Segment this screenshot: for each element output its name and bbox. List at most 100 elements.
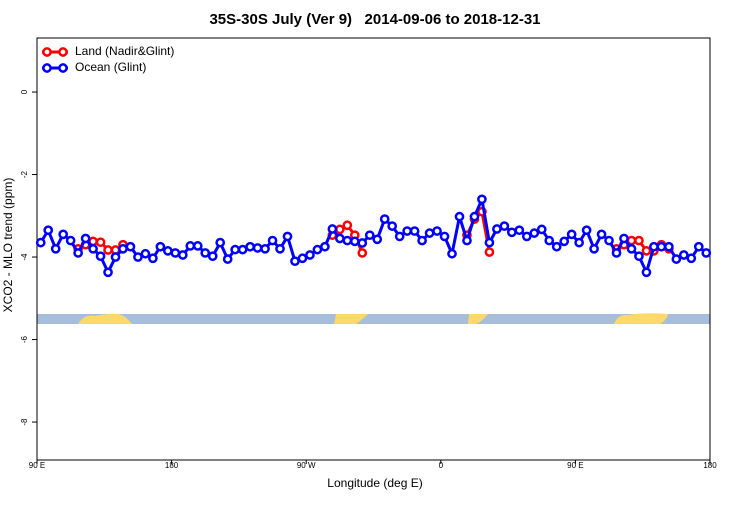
point <box>484 237 495 248</box>
point <box>50 243 61 254</box>
point <box>222 254 233 264</box>
point <box>177 250 188 260</box>
point <box>320 241 330 252</box>
point <box>252 243 263 253</box>
point <box>589 243 599 254</box>
point <box>148 253 158 264</box>
point <box>118 243 128 254</box>
y-tick-label: -4 <box>20 253 29 261</box>
point <box>499 221 510 231</box>
point <box>200 248 211 258</box>
point <box>95 237 106 248</box>
point <box>634 251 644 262</box>
point <box>103 267 113 278</box>
point <box>342 220 353 231</box>
y-tick-label: -6 <box>20 335 29 343</box>
point <box>185 241 196 251</box>
point <box>447 248 457 259</box>
x-tick-label: 90 E <box>567 461 583 470</box>
point <box>140 248 151 259</box>
plot-frame <box>36 37 711 461</box>
point <box>207 251 218 262</box>
point <box>65 235 76 246</box>
x-tick-label: 0 <box>439 461 444 470</box>
point <box>275 243 285 254</box>
point <box>245 241 255 252</box>
point <box>402 226 412 236</box>
point <box>335 224 345 235</box>
point <box>73 248 83 258</box>
point <box>701 248 712 258</box>
point <box>581 225 592 236</box>
point <box>35 237 46 248</box>
point <box>327 224 338 234</box>
point <box>536 224 547 235</box>
series <box>35 194 712 278</box>
land-patch <box>468 314 488 324</box>
chart-title: 35S-30S July (Ver 9) 2014-09-06 to 2018-… <box>209 11 540 28</box>
point <box>611 248 622 258</box>
legend-marker <box>42 63 52 73</box>
point <box>574 237 584 248</box>
point <box>477 194 487 205</box>
point <box>634 235 644 246</box>
point <box>469 211 480 222</box>
point <box>192 241 203 251</box>
point <box>80 233 91 244</box>
point <box>686 253 697 264</box>
point <box>529 228 540 238</box>
point <box>678 250 689 260</box>
land-patch <box>78 313 132 324</box>
point <box>641 267 652 278</box>
point <box>58 229 69 240</box>
point <box>155 241 166 252</box>
point <box>282 231 293 242</box>
point <box>559 236 570 247</box>
point <box>290 256 300 267</box>
point <box>357 248 368 258</box>
point <box>364 230 375 241</box>
point <box>649 241 659 252</box>
point <box>88 243 98 254</box>
point <box>163 246 173 256</box>
point <box>484 247 495 257</box>
point <box>566 229 577 240</box>
point <box>664 241 674 252</box>
point <box>619 233 629 244</box>
x-axis-label: Longitude (deg E) <box>327 476 422 490</box>
point <box>394 231 405 242</box>
point <box>521 231 532 242</box>
legend-label: Land (Nadir&Glint) <box>75 44 174 58</box>
point <box>379 214 390 224</box>
point <box>462 235 472 246</box>
point <box>349 236 360 247</box>
point <box>387 221 398 231</box>
point <box>95 251 106 262</box>
point <box>342 235 353 246</box>
point <box>335 233 345 244</box>
point <box>454 211 465 222</box>
point <box>230 244 241 255</box>
point <box>417 235 427 246</box>
point <box>439 231 450 242</box>
point <box>596 229 607 240</box>
legend-label: Ocean (Glint) <box>75 60 146 74</box>
point <box>656 241 667 252</box>
point <box>43 225 54 236</box>
point <box>492 224 502 234</box>
point <box>693 241 704 252</box>
point <box>671 254 682 264</box>
point <box>432 226 442 236</box>
x-tick-label: 90 W <box>297 461 316 470</box>
point <box>170 248 181 258</box>
legend-marker <box>58 47 68 57</box>
point <box>357 238 368 248</box>
point <box>215 237 226 248</box>
point <box>372 234 383 245</box>
point <box>409 226 420 236</box>
y-tick-label: -2 <box>20 170 29 178</box>
point <box>544 235 555 246</box>
land-patch <box>334 314 368 324</box>
x-tick-label: 90 E <box>29 461 45 470</box>
